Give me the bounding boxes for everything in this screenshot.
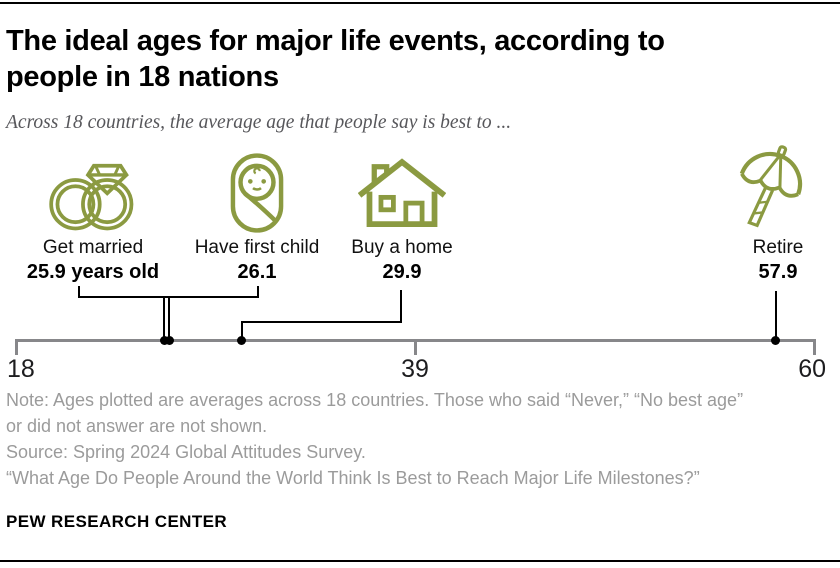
data-point-get-married — [160, 336, 169, 345]
milestone-value: 25.9 years old — [26, 261, 160, 283]
note-line-1: Note: Ages plotted are averages across 1… — [6, 390, 744, 410]
title-line-1: The ideal ages for major life events, ac… — [6, 25, 665, 57]
pew-research-center-brand: PEW RESEARCH CENTER — [6, 512, 228, 531]
house-icon — [358, 150, 446, 234]
data-point-have-first-child — [165, 336, 174, 345]
bottom-rule — [0, 560, 840, 562]
question-line: “What Age Do People Around the World Thi… — [6, 468, 700, 488]
note-line-2: or did not answer are not shown. — [6, 416, 268, 436]
milestone-buy-a-home: Buy a home 29.9 — [307, 150, 497, 284]
milestone-retire: Retire 57.9 — [683, 145, 840, 284]
axis-label-60: 60 — [798, 355, 826, 383]
title-line-2: people in 18 nations — [6, 60, 279, 93]
connector-married-drop — [163, 296, 165, 341]
axis-end-tick-right — [813, 339, 816, 355]
source-line: Source: Spring 2024 Global Attitudes Sur… — [6, 442, 366, 462]
milestone-label: Buy a home — [351, 237, 453, 258]
connector-home-elbow — [241, 321, 402, 323]
milestone-label: Get married — [42, 237, 144, 258]
milestone-get-married: Get married 25.9 years old — [0, 150, 188, 284]
swaddled-baby-icon — [225, 150, 289, 234]
connector-home-drop — [241, 321, 243, 341]
connector-child-stub — [257, 286, 259, 298]
axis-label-39: 39 — [401, 355, 429, 383]
page-title: The ideal ages for major life events, ac… — [6, 24, 806, 95]
beach-umbrella-icon — [739, 145, 815, 234]
x-axis-line — [15, 339, 816, 342]
milestone-label: Have first child — [194, 237, 320, 258]
axis-tick-39 — [414, 342, 417, 355]
milestone-value: 26.1 — [237, 261, 277, 283]
milestone-have-first-child: Have first child 26.1 — [162, 150, 352, 284]
top-rule — [0, 2, 840, 4]
data-point-retire — [771, 336, 780, 345]
axis-end-tick-left — [15, 339, 18, 355]
chart-subtitle: Across 18 countries, the average age tha… — [6, 112, 512, 133]
connector-retire-drop — [775, 291, 777, 341]
milestone-value: 57.9 — [758, 261, 798, 283]
connector-child-drop — [168, 296, 170, 341]
connector-married-stub — [78, 286, 80, 298]
axis-label-18: 18 — [7, 355, 35, 383]
wedding-rings-icon — [47, 150, 139, 234]
milestone-label: Retire — [752, 237, 804, 258]
connector-home-stub — [400, 290, 402, 323]
data-point-buy-a-home — [237, 336, 246, 345]
milestone-value: 29.9 — [382, 261, 422, 283]
